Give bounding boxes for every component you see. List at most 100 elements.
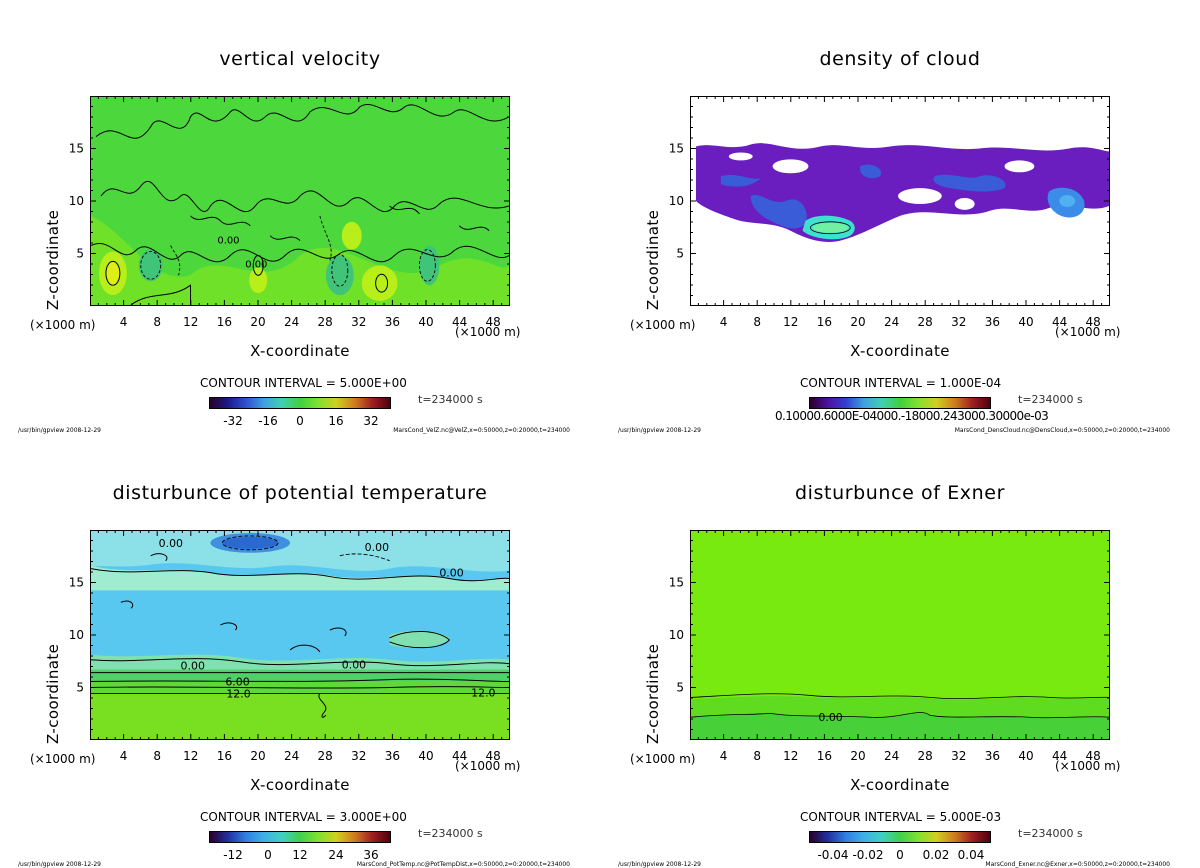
x-tick-label: 24	[284, 749, 299, 763]
x-tick-label: 32	[351, 749, 366, 763]
panel-density-of-cloud: density of cloud 4 8 12 16 20 24 28 3	[600, 0, 1200, 434]
footer-left: /usr/bin/gpview 2008-12-29	[618, 861, 701, 868]
footer-left: /usr/bin/gpview 2008-12-29	[618, 427, 701, 434]
contour-interval: CONTOUR INTERVAL = 3.000E+00	[200, 810, 407, 824]
y-tick-label: 5	[676, 247, 684, 261]
contour-interval: CONTOUR INTERVAL = 5.000E+00	[200, 376, 407, 390]
contour-label: 0.00	[181, 660, 205, 673]
colorbar-tick-label: 0.04	[958, 848, 985, 862]
y-tick-label: 10	[69, 628, 84, 642]
x-tick-label: 12	[183, 749, 198, 763]
time-label: t=234000 s	[1018, 393, 1083, 406]
x-tick-label: 28	[318, 315, 333, 329]
colorbar-tick-label: 12	[292, 848, 307, 862]
contour-label: 0.00	[342, 659, 366, 672]
x-tick-label: 12	[783, 315, 798, 329]
colorbar-tick-label: 0	[296, 414, 304, 428]
contour-label: 0.00	[818, 711, 842, 724]
x-axis-label: X-coordinate	[850, 776, 950, 794]
colorbar-tick-label: -16	[258, 414, 278, 428]
contour-label: 12.0	[226, 687, 250, 700]
x-tick-label: 20	[250, 749, 265, 763]
y-axis-label: Z-coordinate	[644, 643, 662, 744]
colorbar-tick-label: 0.02	[923, 848, 950, 862]
x-tick-label: 8	[153, 749, 161, 763]
panel-potential-temperature: disturbunce of potential temperature	[0, 434, 600, 868]
x-tick-label: 8	[753, 315, 761, 329]
chart-title: disturbunce of potential temperature	[112, 482, 488, 504]
colorbar-tick-label: 24	[328, 848, 343, 862]
x-unit-right: (×1000 m)	[1055, 325, 1121, 339]
y-axis-label: Z-coordinate	[44, 643, 62, 744]
footer-right: MarsCond_Exner.nc@Exner,x=0:50000,z=0:20…	[985, 861, 1170, 868]
y-axis-label: Z-coordinate	[44, 209, 62, 310]
colorbar-tick-label: 36	[363, 848, 378, 862]
x-tick-label: 44	[452, 749, 467, 763]
x-tick-label: 16	[217, 315, 232, 329]
colorbar-tick-label: -0.04	[817, 848, 848, 862]
plot-area: 0.00 0.00	[90, 96, 510, 306]
x-tick-label: 36	[385, 315, 400, 329]
x-axis-label: X-coordinate	[250, 776, 350, 794]
x-tick-label: 4	[120, 315, 128, 329]
x-unit-left: (×1000 m)	[630, 752, 696, 766]
contour-interval: CONTOUR INTERVAL = 5.000E-03	[800, 810, 1002, 824]
x-unit-right: (×1000 m)	[455, 759, 521, 773]
colorbar-ticks: -0.04 -0.02 0 0.02 0.04	[817, 848, 985, 862]
y-tick-label: 10	[69, 194, 84, 208]
chart-title: density of cloud	[819, 48, 981, 70]
x-tick-label: 12	[183, 315, 198, 329]
x-tick-label: 32	[951, 749, 966, 763]
contour-label: 0.00	[365, 541, 389, 554]
x-tick-label: 48	[486, 315, 501, 329]
panel-vertical-velocity: vertical velocity	[0, 0, 600, 434]
x-tick-label: 40	[418, 749, 433, 763]
colorbar	[809, 397, 991, 409]
x-tick-label: 48	[486, 749, 501, 763]
contour-interval: CONTOUR INTERVAL = 1.000E-04	[800, 376, 1002, 390]
x-axis-label: X-coordinate	[250, 342, 350, 360]
contour-label: 12.0	[471, 686, 495, 699]
colorbar-tick-label: 32	[363, 414, 378, 428]
x-tick-label: 48	[1086, 749, 1101, 763]
x-tick-label: 20	[250, 315, 265, 329]
contour-label: 0.00	[217, 236, 239, 247]
x-unit-right: (×1000 m)	[1055, 759, 1121, 773]
x-tick-label: 8	[153, 315, 161, 329]
x-tick-label: 36	[985, 315, 1000, 329]
x-tick-label: 16	[817, 315, 832, 329]
footer-right: MarsCond_VelZ.nc@VelZ,x=0:50000,z=0:2000…	[393, 427, 570, 434]
x-tick-label: 36	[985, 749, 1000, 763]
x-tick-label: 44	[452, 315, 467, 329]
x-axis-label: X-coordinate	[850, 342, 950, 360]
field-image	[691, 97, 1109, 305]
x-tick-label: 40	[418, 315, 433, 329]
colorbar	[209, 831, 391, 843]
panel-exner: disturbunce of Exner 0.00 4 8 12 16 20 24 28 32…	[600, 434, 1200, 868]
colorbar-tick-label: 16	[328, 414, 343, 428]
x-tick-label: 8	[753, 749, 761, 763]
colorbar-tick-label: 0	[896, 848, 904, 862]
plot-area: 0.00 0.00 0.00 0.00 0.00 6.00 12.0 12.0	[90, 530, 510, 740]
field-image: 0.00 0.00	[91, 97, 509, 305]
colorbar-tick-label: -0.02	[852, 848, 883, 862]
colorbar-tick-label: -32	[223, 414, 243, 428]
contour-label: 0.00	[439, 567, 463, 580]
y-tick-label: 15	[69, 576, 84, 590]
field-image: 0.00 0.00 0.00 0.00 0.00 6.00 12.0 12.0	[91, 531, 509, 739]
x-tick-label: 44	[1052, 315, 1067, 329]
plot-area: 0.00	[690, 530, 1110, 740]
x-tick-label: 20	[850, 315, 865, 329]
colorbar-ticks: -12 0 12 24 36	[223, 848, 378, 862]
footer-right: MarsCond_PotTemp.nc@PotTempDist,x=0:5000…	[356, 861, 570, 868]
y-tick-label: 15	[69, 142, 84, 156]
colorbar-tick-label: -12	[223, 848, 243, 862]
colorbar-tick-labels: 0.10000.6000E-04000.-18000.243000.30000e…	[775, 409, 1049, 423]
x-unit-left: (×1000 m)	[30, 318, 96, 332]
y-tick-label: 15	[669, 576, 684, 590]
colorbar	[209, 397, 391, 409]
x-tick-label: 4	[120, 749, 128, 763]
